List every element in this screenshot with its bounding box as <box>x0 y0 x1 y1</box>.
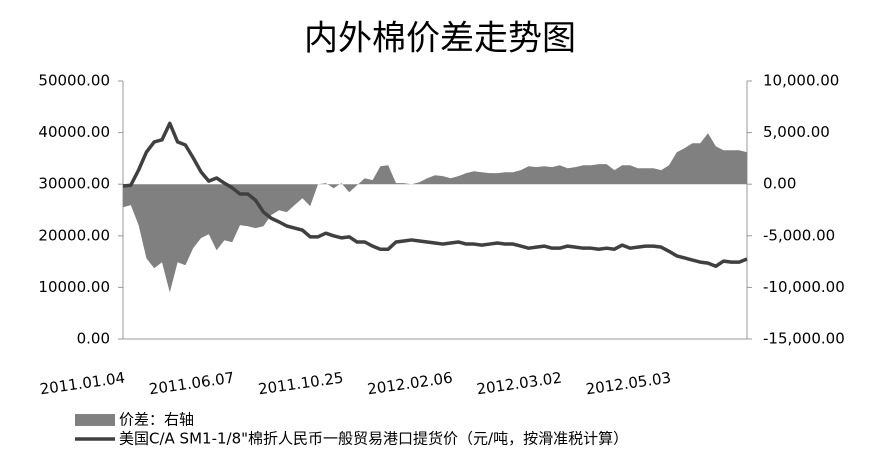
line <box>122 121 748 268</box>
legend-swatch <box>75 414 115 426</box>
y-tick-label: 10000.00 <box>38 278 110 296</box>
y-tick-label: 30000.00 <box>38 175 110 193</box>
x-tick-label: 2011.06.07 <box>148 369 236 399</box>
y2-tick-label: -10,000.00 <box>763 278 845 296</box>
y2-tick-label: 10,000.00 <box>763 72 839 90</box>
x-tick-label: 2012.05.03 <box>585 369 673 399</box>
x-tick-label: 2012.02.06 <box>366 369 454 399</box>
y-tick-label: 40000.00 <box>38 123 110 141</box>
y-tick-label: 0.00 <box>77 330 110 348</box>
y-tick-label: 20000.00 <box>38 226 110 244</box>
y2-tick-label: 0.00 <box>763 175 796 193</box>
x-tick-label: 2012.03.02 <box>475 369 563 399</box>
x-tick-label: 2011.10.25 <box>257 369 345 399</box>
y2-tick-label: -5,000.00 <box>763 226 835 244</box>
legend-label: 价差：右轴 <box>119 411 194 429</box>
chart-title: 内外棉价差走势图 <box>304 19 576 59</box>
legend-label: 美国C/A SM1-1/8"棉折人民币一般贸易港口提货价（元/吨，按滑准税计算） <box>119 430 628 448</box>
y-tick-label: 50000.00 <box>38 72 110 90</box>
y2-tick-label: -15,000.00 <box>763 330 845 348</box>
x-tick-label: 2011.01.04 <box>39 369 127 399</box>
y2-tick-label: 5,000.00 <box>763 123 830 141</box>
area <box>123 133 747 293</box>
